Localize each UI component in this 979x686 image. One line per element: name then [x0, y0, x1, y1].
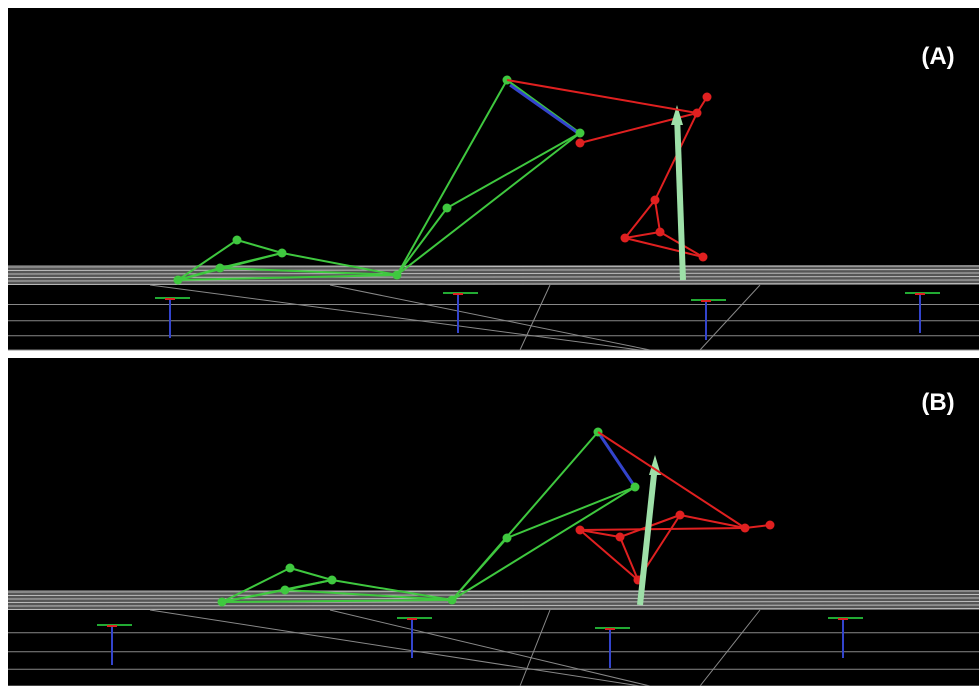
- segment: [506, 486, 636, 539]
- segment: [509, 83, 579, 135]
- joint: [285, 563, 295, 573]
- force-arrow: [637, 464, 658, 606]
- ground-stripe: [7, 590, 979, 593]
- ground-stripe: [7, 604, 979, 607]
- grid-line: [329, 609, 651, 686]
- ground: [8, 590, 979, 610]
- joint: [217, 597, 227, 607]
- panel-a: [8, 8, 979, 350]
- segment: [596, 431, 637, 488]
- ground-stripe: [7, 272, 979, 275]
- panel-b: [8, 358, 979, 686]
- ground-stripe: [7, 594, 979, 596]
- joint: [630, 482, 640, 492]
- ground-stripe: [7, 601, 979, 603]
- joint: [327, 575, 337, 585]
- segment: [624, 199, 656, 239]
- segment: [289, 567, 333, 581]
- ground-stripe: [7, 269, 979, 271]
- segment: [451, 486, 636, 601]
- panel-label: (A): [921, 43, 954, 70]
- segment: [446, 132, 581, 209]
- ground-stripe: [7, 265, 979, 268]
- segment: [221, 567, 291, 603]
- segment: [396, 132, 581, 276]
- grid-line: [519, 284, 551, 351]
- ground-stripe: [7, 608, 979, 610]
- segment: [451, 537, 508, 601]
- grid-line: [149, 284, 641, 351]
- segment: [579, 529, 621, 538]
- segment: [654, 199, 661, 233]
- segment: [579, 529, 639, 581]
- segment: [624, 237, 704, 258]
- joint: [442, 203, 452, 213]
- segment: [396, 207, 448, 276]
- joint: [620, 233, 630, 243]
- grid-line: [329, 284, 651, 351]
- joint: [655, 227, 665, 237]
- joint: [615, 532, 625, 542]
- ground-stripe: [7, 597, 979, 600]
- segment: [236, 239, 283, 254]
- joint: [575, 128, 585, 138]
- joint: [232, 235, 242, 245]
- segment: [284, 589, 453, 601]
- joint: [765, 520, 775, 530]
- segment: [396, 79, 508, 276]
- segment: [219, 267, 398, 276]
- grid-line: [699, 284, 761, 351]
- joint: [702, 92, 712, 102]
- panel-label: (B): [921, 389, 954, 416]
- segment: [221, 599, 453, 603]
- segment: [221, 579, 333, 603]
- force-arrow: [674, 114, 686, 281]
- segment: [679, 514, 746, 529]
- joint: [277, 248, 287, 258]
- ground: [8, 265, 979, 285]
- joint: [173, 275, 183, 285]
- segment: [624, 231, 661, 239]
- joint: [280, 585, 290, 595]
- segment: [506, 79, 698, 114]
- segment: [177, 239, 238, 281]
- ground-stripe: [7, 283, 979, 285]
- arrow-head: [671, 105, 683, 125]
- grid-line: [149, 609, 641, 686]
- grid-line: [699, 609, 761, 686]
- joint: [575, 138, 585, 148]
- ground-stripe: [7, 276, 979, 278]
- joint: [502, 533, 512, 543]
- segment: [597, 431, 746, 529]
- joint: [675, 510, 685, 520]
- joint: [698, 252, 708, 262]
- joint: [447, 595, 457, 605]
- segment: [619, 536, 639, 581]
- segment: [331, 579, 453, 601]
- grid-line: [519, 609, 551, 686]
- segment: [579, 527, 746, 531]
- ground-stripe: [7, 279, 979, 282]
- joint: [575, 525, 585, 535]
- joint: [215, 263, 225, 273]
- segment: [177, 252, 283, 281]
- joint: [650, 195, 660, 205]
- segment: [177, 274, 398, 281]
- joint: [392, 270, 402, 280]
- segment: [281, 252, 398, 276]
